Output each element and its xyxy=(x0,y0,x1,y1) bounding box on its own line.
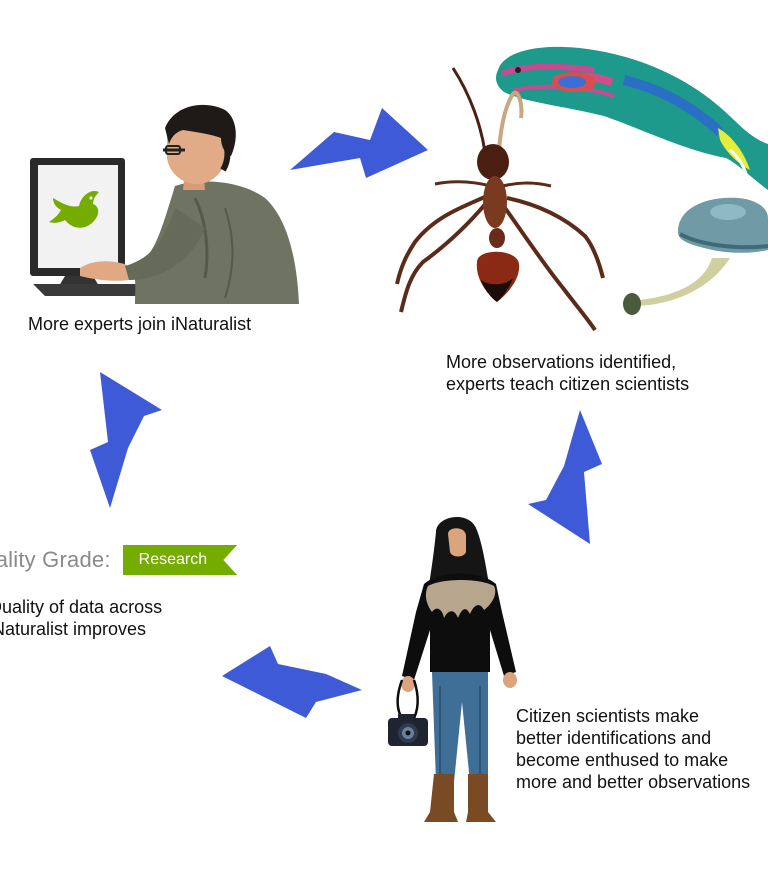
caption-experts-line1: More experts join iNaturalist xyxy=(28,314,252,334)
arrow-to-citizen-scientists xyxy=(528,410,602,544)
caption-observations: More observations identified, experts te… xyxy=(446,351,689,395)
camera-icon xyxy=(388,714,428,746)
caption-citizens: Citizen scientists make better identific… xyxy=(516,705,750,793)
mushroom-illustration xyxy=(623,197,768,315)
caption-experts: More experts join iNaturalist xyxy=(28,313,251,335)
caption-observations-line2: experts teach citizen scientists xyxy=(446,374,690,394)
caption-citizens-line2: better identifications and xyxy=(516,728,712,748)
arrow-to-observations xyxy=(290,108,428,178)
arrow-to-data-quality xyxy=(222,646,362,718)
parrotfish-illustration xyxy=(496,46,768,190)
inaturalist-bird-logo xyxy=(49,190,99,228)
quality-grade-text: Quality Grade: xyxy=(0,547,111,572)
photographer-woman-illustration xyxy=(388,516,517,822)
caption-citizens-line1: Citizen scientists make xyxy=(516,706,700,726)
caption-citizens-line3: become enthused to make xyxy=(516,750,729,770)
research-grade-badge: Research xyxy=(122,545,238,575)
caption-quality-line1: Quality of data across xyxy=(0,597,163,617)
caption-observations-line1: More observations identified, xyxy=(446,352,677,372)
caption-citizens-line4: more and better observations xyxy=(516,772,751,792)
arrow-to-experts xyxy=(90,372,162,508)
quality-grade-label: Quality Grade: Research xyxy=(0,543,238,577)
computer-user-illustration xyxy=(30,104,299,304)
caption-quality: Quality of data across iNaturalist impro… xyxy=(0,596,162,640)
ant-illustration xyxy=(395,67,605,332)
caption-quality-line2: iNaturalist improves xyxy=(0,619,147,639)
